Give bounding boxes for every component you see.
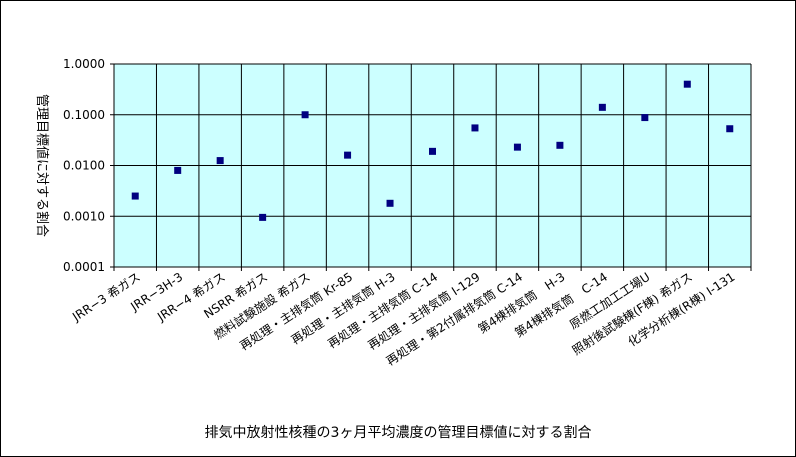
data-point <box>174 166 182 174</box>
data-point <box>641 114 649 122</box>
x-tick-label: JRR−3 希ガス <box>69 269 143 324</box>
y-tick-label: 1.0000 <box>63 57 105 71</box>
data-point <box>344 151 352 159</box>
data-point <box>556 141 564 149</box>
data-point <box>429 147 436 155</box>
data-point <box>131 192 139 200</box>
data-point <box>726 125 734 133</box>
y-tick-label: 0.0100 <box>63 159 105 173</box>
data-point <box>683 80 691 88</box>
data-point <box>216 157 224 165</box>
chart-caption: 排気中放射性核種の3ヶ月平均濃度の管理目標値に対する割合 <box>204 425 592 441</box>
data-point <box>471 124 479 132</box>
y-tick-label: 0.0001 <box>63 260 105 274</box>
y-axis-label: 管理目標値に対する割合 <box>34 94 50 237</box>
y-tick-label: 0.1000 <box>63 108 105 122</box>
data-point <box>598 103 606 111</box>
y-tick-label: 0.0010 <box>63 209 105 223</box>
data-point <box>301 111 309 119</box>
data-point <box>259 213 267 221</box>
data-point <box>386 199 394 207</box>
data-point <box>513 143 521 151</box>
